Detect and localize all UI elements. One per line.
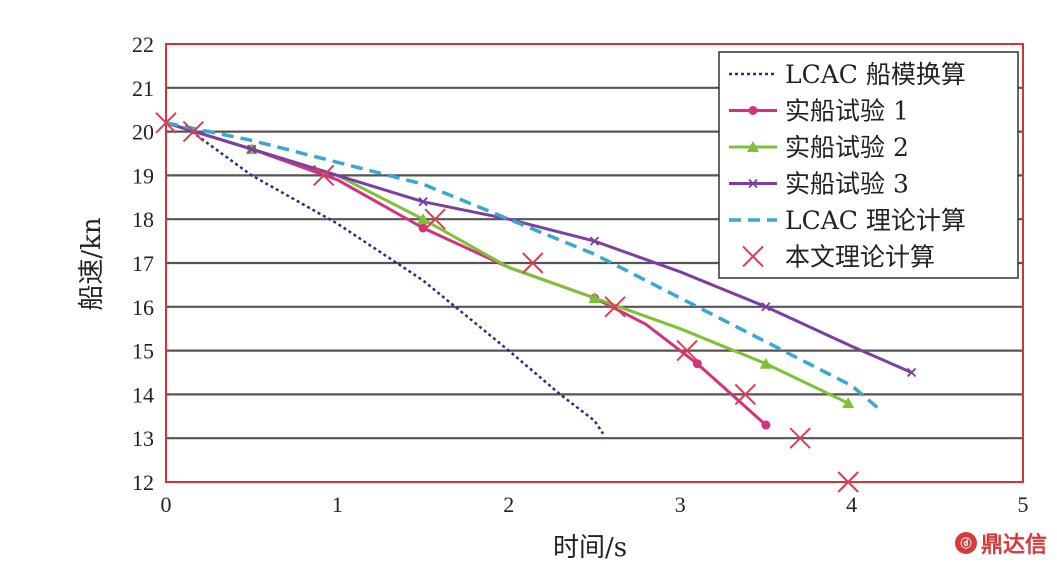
y-tick-label-19: 19 — [132, 163, 154, 188]
data-point-6-1 — [182, 120, 205, 143]
x-tick-label-1: 1 — [332, 492, 343, 517]
data-point-4-5 — [589, 236, 600, 246]
legend-item-4: 实船试验 3 — [729, 170, 909, 199]
x-tick-label-2: 2 — [503, 492, 514, 517]
data-point-4-3 — [418, 197, 428, 207]
series-line-2 — [165, 121, 767, 427]
legend-item-3: 实船试验 2 — [729, 133, 909, 162]
watermark-icon: ⓓ — [954, 532, 977, 554]
y-tick-label-13: 13 — [132, 426, 154, 451]
x-tick-label-0: 0 — [161, 492, 172, 517]
y-axis-label: 船速/kn — [77, 217, 107, 311]
legend-item-6: 本文理论计算 — [742, 243, 935, 272]
y-tick-label-16: 16 — [132, 295, 154, 320]
data-point-3-3 — [417, 213, 430, 225]
data-point-6-5 — [604, 296, 626, 318]
data-point-3-8 — [842, 397, 855, 409]
data-point-6-3 — [424, 208, 446, 230]
data-point-2-7 — [692, 359, 702, 369]
series-2 — [165, 121, 771, 430]
x-axis-label: 时间/s — [553, 533, 627, 563]
y-tick-label-15: 15 — [132, 339, 154, 364]
y-tick-label-20: 20 — [132, 120, 154, 145]
y-tick-label-12: 12 — [132, 470, 154, 495]
legend-marker-2 — [748, 106, 758, 115]
legend-marker-6 — [742, 245, 764, 268]
legend-item-1: LCAC 船模换算 — [729, 60, 966, 89]
series-line-5 — [165, 121, 879, 409]
x-tick-label-5: 5 — [1018, 492, 1029, 517]
y-tick-label-21: 21 — [132, 76, 154, 101]
legend-label-4: 实船试验 3 — [785, 170, 909, 199]
legend-item-5: LCAC 理论计算 — [729, 206, 966, 235]
legend-label-1: LCAC 船模换算 — [785, 60, 966, 89]
x-axis-ticks: 0 1 2 3 4 5 — [161, 492, 1029, 517]
legend-box — [718, 51, 1019, 279]
data-point-2-9 — [761, 420, 771, 430]
legend-marker-3 — [747, 141, 759, 152]
data-point-4-7 — [761, 302, 771, 312]
data-point-6-2 — [312, 164, 335, 187]
data-point-6-4 — [522, 252, 544, 274]
data-point-3-7 — [759, 357, 772, 369]
data-point-6-6 — [676, 339, 698, 362]
data-point-6-9 — [837, 471, 859, 493]
data-point-4-1 — [247, 144, 257, 154]
x-tick-label-3: 3 — [675, 492, 686, 517]
series-5 — [165, 121, 879, 409]
plot-frame — [165, 43, 1024, 483]
grid-lines — [166, 86, 1023, 440]
legend-label-2: 实船试验 1 — [785, 97, 909, 126]
series-1 — [190, 130, 605, 435]
y-tick-label-14: 14 — [132, 382, 154, 407]
data-point-6-8 — [789, 427, 811, 449]
y-tick-label-18: 18 — [132, 207, 154, 232]
series-line-4 — [165, 121, 913, 374]
y-axis-ticks: 12 13 14 15 16 17 18 19 20 21 22 — [132, 32, 154, 495]
legend-marker-4 — [748, 178, 758, 189]
watermark-text: 鼎达信 — [980, 533, 1047, 558]
y-tick-label-17: 17 — [132, 251, 154, 276]
series-4 — [165, 121, 917, 378]
data-point-2-3 — [418, 223, 428, 233]
series-line-1 — [190, 130, 605, 435]
series-6 — [155, 112, 859, 493]
x-tick-label-4: 4 — [846, 492, 857, 517]
legend-item-2: 实船试验 1 — [729, 97, 909, 126]
data-point-6-7 — [734, 383, 757, 406]
legend-label-3: 实船试验 2 — [785, 133, 909, 162]
series-group — [155, 112, 917, 493]
legend-label-5: LCAC 理论计算 — [785, 206, 966, 235]
data-point-6-0 — [155, 112, 177, 134]
data-point-3-5 — [588, 292, 601, 304]
y-tick-label-22: 22 — [132, 32, 154, 57]
data-point-4-9 — [906, 367, 917, 378]
watermark-logo: ⓓ 鼎达信 — [954, 527, 1047, 559]
legend-label-6: 本文理论计算 — [785, 243, 935, 272]
